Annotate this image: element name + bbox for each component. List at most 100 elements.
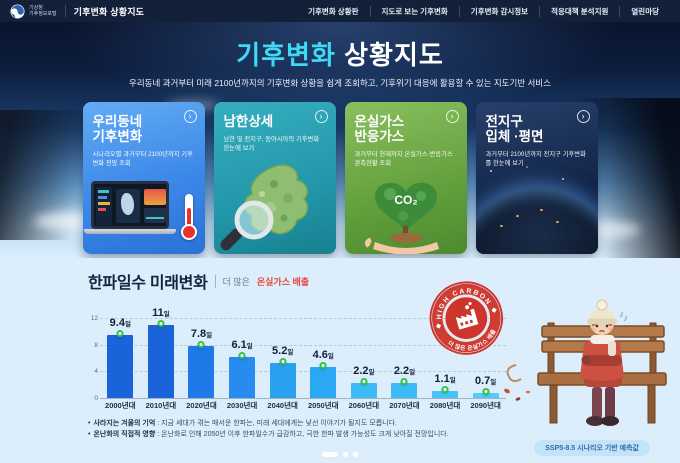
card-desc: 남한 및 전지구, 동아시아의 기후변화 한눈에 보기 xyxy=(223,136,320,153)
y-tick-0: 0 xyxy=(94,395,98,402)
top-nav: 기상청 기후정보포털 기후변화 상황지도 기후변화 상황판 지도로 보는 기후변… xyxy=(0,0,680,22)
menu-item-adaptation[interactable]: 적응대책 분석지원 xyxy=(539,5,619,17)
carousel-dot[interactable] xyxy=(343,452,348,457)
bar-column: 2.2일 2070년대 xyxy=(384,318,425,410)
card-desc: 과거부터 현재까지 온실가스·반응가스 관측현황 조회 xyxy=(354,151,453,168)
korea-map-magnifier-illustration xyxy=(214,164,336,254)
shiver-marks-icon xyxy=(619,311,627,322)
bar-2090년대 xyxy=(472,393,499,398)
laptop-dashboard-illustration xyxy=(83,164,205,254)
page-subtitle: 우리동네 과거부터 미래 2100년까지의 기후변화 상황을 쉽게 조회하고, … xyxy=(129,78,551,88)
gridline-12 xyxy=(100,318,506,319)
card-title: 우리동네 기후변화 xyxy=(92,114,143,145)
bar-2060년대 xyxy=(350,383,377,398)
carousel-dot-active[interactable] xyxy=(322,452,338,457)
menu-item-dashboard[interactable]: 기후변화 상황판 xyxy=(308,6,359,16)
bar-value-label: 5.2일 xyxy=(272,345,294,358)
footnote-2: • 온난화의 직접적 영향 : 온난화로 인해 2050년 이후 한파일수가 급감… xyxy=(88,431,449,439)
x-label-2080년대: 2080년대 xyxy=(429,401,461,410)
bar-value-label: 2.2일 xyxy=(353,365,375,378)
thermometer-icon xyxy=(180,194,197,240)
bar-value-label: 9.4일 xyxy=(109,317,131,330)
bar-marker-icon xyxy=(441,385,449,393)
x-label-2030년대: 2030년대 xyxy=(226,401,258,410)
arrow-circle-icon[interactable]: › xyxy=(445,110,459,123)
carousel-dots xyxy=(322,452,358,457)
bar-value-label: 1.1일 xyxy=(434,372,456,385)
card-south-korea-detail[interactable]: › 남한상세 남한 및 전지구, 동아시아의 기후변화 한눈에 보기 xyxy=(213,102,336,254)
bar-2020년대 xyxy=(188,346,215,398)
bar-column: 4.6일 2050년대 xyxy=(303,318,344,410)
bar-marker-icon xyxy=(238,352,246,360)
arrow-circle-icon[interactable]: › xyxy=(183,110,197,123)
x-label-2070년대: 2070년대 xyxy=(389,401,420,410)
earth-night-illustration xyxy=(475,164,598,254)
bar-column: 9.4일 2000년대 xyxy=(100,317,141,410)
menu-item-community[interactable]: 열린마당 xyxy=(619,5,670,17)
arrow-circle-icon[interactable]: › xyxy=(576,110,590,123)
carousel-dot[interactable] xyxy=(353,452,358,457)
bar-column: 5.2일 2040년대 xyxy=(262,318,303,410)
menu-item-monitoring[interactable]: 기후변화 감시정보 xyxy=(458,5,539,17)
gridline-8 xyxy=(100,344,506,346)
gridline-0 xyxy=(100,398,506,399)
x-label-2060년대: 2060년대 xyxy=(348,401,380,410)
bar-marker-icon xyxy=(116,330,124,338)
factory-icon xyxy=(455,302,479,330)
bar-2070년대 xyxy=(391,383,418,398)
hero-section: 기후변화 상황지도 우리동네 과거부터 미래 2100년까지의 기후변화 상황을… xyxy=(0,22,680,258)
cold-wave-bar-chart: 0 4 8 12 9.4일 2000년대 11일 2010년대 7.8일 2020년대 6.1일 20… xyxy=(86,304,506,410)
bar-marker-icon xyxy=(482,388,490,396)
taegeuk-logo-icon xyxy=(10,3,25,19)
co2-label: CO₂ xyxy=(394,193,417,207)
bar-marker-icon xyxy=(360,378,368,386)
scenario-highlight: 온실가스 배출 xyxy=(256,276,310,287)
bar-columns: 9.4일 2000년대 11일 2010년대 7.8일 2020년대 6.1일 2030년대 5… xyxy=(100,307,506,410)
bar-value-label: 6.1일 xyxy=(231,339,253,352)
heading-divider xyxy=(214,274,216,288)
wind-swirl-icon xyxy=(506,364,522,383)
y-tick-4: 4 xyxy=(94,368,98,376)
bar-column: 1.1일 2080년대 xyxy=(425,318,466,410)
bar-marker-icon xyxy=(279,358,287,366)
card-local-climate[interactable]: › 우리동네 기후변화 시나리오별 과거부터 2100년까지 기후변화 전망 조회 xyxy=(82,102,205,254)
heart-tree-hand-illustration: CO₂ xyxy=(345,164,467,254)
magnifier-icon xyxy=(219,200,273,251)
card-title: 남한상세 xyxy=(223,114,274,129)
bar-2010년대 xyxy=(147,324,174,398)
bar-2030년대 xyxy=(229,357,256,398)
cold-wave-section: 한파일수 미래변화 더 많은 온실가스 배출 0 4 8 12 9.4일 2000년대 11… xyxy=(0,258,680,463)
page-title: 기후변화 상황지도 xyxy=(236,40,444,70)
scenario-prefix: 더 많은 xyxy=(222,276,250,287)
y-tick-8: 8 xyxy=(94,341,98,349)
x-label-2040년대: 2040년대 xyxy=(267,401,298,410)
x-label-2020년대: 2020년대 xyxy=(186,401,217,410)
bar-2040년대 xyxy=(269,363,296,398)
x-label-2090년대: 2090년대 xyxy=(470,401,501,410)
bar-marker-icon xyxy=(157,319,165,327)
menu-item-map-view[interactable]: 지도로 보는 기후변화 xyxy=(369,5,459,17)
kma-logo[interactable]: 기상청 기후정보포털 xyxy=(10,3,57,19)
bar-value-label: 7.8일 xyxy=(190,328,213,340)
card-title: 온실가스 반응가스 xyxy=(354,114,405,145)
card-desc: 시나리오별 과거부터 2100년까지 기후변화 전망 조회 xyxy=(92,151,193,168)
bar-value-label: 4.6일 xyxy=(312,349,334,362)
card-global-view[interactable]: › 전지구 입체 ·평면 과거부터 2100년까지 전지구 기후변화를 한눈에 보… xyxy=(475,102,598,254)
y-tick-12: 12 xyxy=(90,315,98,322)
bar-marker-icon xyxy=(197,341,205,348)
bar-value-label: 0.7일 xyxy=(475,375,497,388)
card-greenhouse-gas[interactable]: › 온실가스 반응가스 과거부터 현재까지 온실가스·반응가스 관측현황 조회 C… xyxy=(344,102,467,254)
arrow-circle-icon[interactable]: › xyxy=(314,110,328,123)
bar-value-label: 2.2일 xyxy=(393,365,416,378)
bar-column: 0.7일 2090년대 xyxy=(465,318,506,410)
footnotes: • 사라지는 겨울의 기억 : 지금 세대가 겪는 매서운 한파는, 미래 세대에… xyxy=(88,418,449,440)
bar-2000년대 xyxy=(107,335,134,398)
section-heading: 한파일수 미래변화 더 많은 온실가스 배출 xyxy=(88,269,309,293)
section-title: 한파일수 미래변화 xyxy=(88,275,208,292)
person-on-bench-illustration xyxy=(500,293,672,433)
card-desc: 과거부터 2100년까지 전지구 기후변화를 한눈에 보기 xyxy=(485,151,586,168)
card-title: 전지구 입체 ·평면 xyxy=(485,114,544,145)
bar-2080년대 xyxy=(432,390,459,398)
bar-value-label: 11일 xyxy=(152,306,170,319)
bar-column: 11일 2010년대 xyxy=(141,307,182,410)
